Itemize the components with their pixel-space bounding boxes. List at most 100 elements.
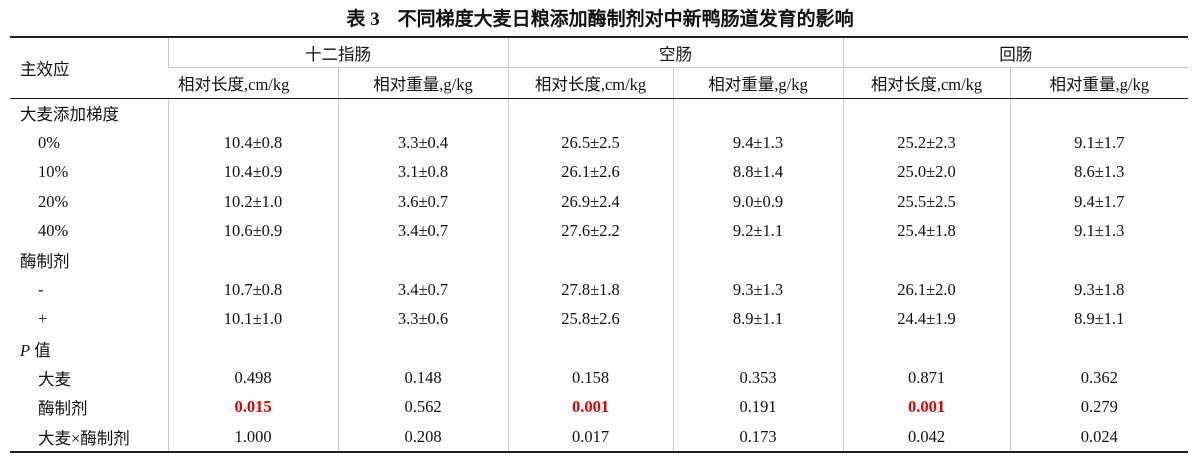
column-header: 相对长度,cm/kg <box>507 67 673 99</box>
data-cell: 3.4±0.7 <box>337 275 508 305</box>
table-body: 大麦添加梯度 0% 10.4±0.8 3.3±0.4 26.5±2.5 9.4±1.3 25… <box>10 98 1188 454</box>
data-cell: 3.6±0.7 <box>337 186 508 217</box>
group-header: 空肠 <box>507 36 843 69</box>
data-cell: 25.4±1.8 <box>842 216 1010 246</box>
data-cell: 10.2±1.0 <box>167 186 338 217</box>
group-header: 十二指肠 <box>167 36 508 69</box>
data-cell: 0.001 <box>842 392 1010 423</box>
data-cell: 0.015 <box>167 392 338 423</box>
column-header: 相对重量,g/kg <box>337 67 508 99</box>
empty-cell <box>167 333 338 364</box>
data-cell: 8.8±1.4 <box>672 157 843 187</box>
data-cell: 0.191 <box>672 392 843 423</box>
empty-cell <box>167 98 338 129</box>
data-row: 大麦×酶制剂 1.000 0.208 0.017 0.173 0.042 0.024 <box>10 422 1188 454</box>
data-cell: 9.3±1.8 <box>1009 275 1188 305</box>
data-cell: 9.2±1.1 <box>672 216 843 246</box>
empty-cell <box>842 98 1010 129</box>
row-label: - <box>38 279 44 299</box>
section-label-italic: P <box>20 340 31 360</box>
data-cell: 25.5±2.5 <box>842 186 1010 217</box>
section-label-text: 大麦添加梯度 <box>20 105 119 125</box>
data-cell: 3.4±0.7 <box>337 216 508 246</box>
table-title: 表 3 不同梯度大麦日粮添加酶制剂对中新鸭肠道发育的影响 <box>0 4 1200 31</box>
data-row: 20% 10.2±1.0 3.6±0.7 26.9±2.4 9.0±0.9 25.5±2.… <box>10 186 1188 217</box>
header-row: 相对长度,cm/kg 相对重量,g/kg 相对长度,cm/kg 相对重量,g/kg 相对… <box>10 67 1188 99</box>
column-header: 相对重量,g/kg <box>672 67 843 99</box>
data-cell: 0.279 <box>1009 392 1188 423</box>
data-cell: 25.8±2.6 <box>507 304 673 334</box>
data-cell: 9.1±1.7 <box>1009 128 1188 158</box>
empty-cell <box>337 333 508 364</box>
data-cell: 1.000 <box>167 422 338 454</box>
row-label: + <box>38 309 48 329</box>
empty-cell <box>672 245 843 276</box>
empty-cell <box>842 245 1010 276</box>
data-cell: 0.362 <box>1009 363 1188 393</box>
data-row: +10.1±1.0 3.3±0.6 25.8±2.6 8.9±1.1 24.4±1.9 8… <box>10 304 1188 334</box>
empty-cell <box>167 245 338 276</box>
row-label: 20% <box>38 191 69 211</box>
row-label: 大麦 <box>38 369 71 389</box>
data-cell: 9.1±1.3 <box>1009 216 1188 246</box>
data-cell: 10.4±0.8 <box>167 128 338 158</box>
data-table: 主效应 十二指肠 空肠 回肠 相对长度,cm/kg 相对重量,g/kg 相对长度,cm/kg… <box>10 35 1188 454</box>
section-label-text: 值 <box>34 340 51 360</box>
section-row: 大麦添加梯度 <box>10 98 1188 129</box>
data-cell: 10.7±0.8 <box>167 275 338 305</box>
corner-header: 主效应 <box>10 35 168 99</box>
row-label: 10% <box>38 162 69 182</box>
empty-cell <box>842 333 1010 364</box>
data-cell: 0.024 <box>1009 422 1188 454</box>
data-cell: 0.208 <box>337 422 508 454</box>
data-cell: 9.4±1.7 <box>1009 186 1188 217</box>
empty-cell <box>672 333 843 364</box>
data-row: 0% 10.4±0.8 3.3±0.4 26.5±2.5 9.4±1.3 25.2±2.3… <box>10 128 1188 158</box>
data-row: - 10.7±0.8 3.4±0.7 27.8±1.8 9.3±1.3 26.1±2.0 9… <box>10 275 1188 305</box>
data-cell: 0.353 <box>672 363 843 393</box>
section-label-text: 酶制剂 <box>20 252 70 272</box>
data-cell: 9.4±1.3 <box>672 128 843 158</box>
data-cell: 25.0±2.0 <box>842 157 1010 187</box>
empty-cell <box>507 98 673 129</box>
empty-cell <box>1009 245 1188 276</box>
section-row: P 值 <box>10 333 1188 364</box>
data-cell: 27.6±2.2 <box>507 216 673 246</box>
empty-cell <box>507 245 673 276</box>
data-cell: 26.1±2.0 <box>842 275 1010 305</box>
data-cell: 0.871 <box>842 363 1010 393</box>
data-cell: 0.042 <box>842 422 1010 454</box>
row-label: 40% <box>38 221 69 241</box>
empty-cell <box>1009 333 1188 364</box>
section-row: 酶制剂 <box>10 245 1188 276</box>
data-row: 酶制剂 0.015 0.562 0.001 0.191 0.001 0.279 <box>10 392 1188 423</box>
empty-cell <box>337 245 508 276</box>
data-row: 40% 10.6±0.9 3.4±0.7 27.6±2.2 9.2±1.1 25.4±1.… <box>10 216 1188 246</box>
data-cell: 26.1±2.6 <box>507 157 673 187</box>
section-label: 酶制剂 <box>10 246 168 275</box>
data-cell: 27.8±1.8 <box>507 275 673 305</box>
data-cell: 26.5±2.5 <box>507 128 673 158</box>
empty-cell <box>1009 98 1188 129</box>
data-cell: 9.3±1.3 <box>672 275 843 305</box>
data-cell: 10.6±0.9 <box>167 216 338 246</box>
data-cell: 24.4±1.9 <box>842 304 1010 334</box>
empty-cell <box>507 333 673 364</box>
data-cell: 10.1±1.0 <box>167 304 338 334</box>
column-header: 相对长度,cm/kg <box>168 67 338 99</box>
column-header: 相对重量,g/kg <box>1009 67 1188 99</box>
data-cell: 26.9±2.4 <box>507 186 673 217</box>
row-label: 酶制剂 <box>38 399 88 419</box>
section-label: 大麦添加梯度 <box>10 98 168 128</box>
column-header: 相对长度,cm/kg <box>842 67 1010 99</box>
data-cell: 0.562 <box>337 392 508 423</box>
data-cell: 25.2±2.3 <box>842 128 1010 158</box>
data-row: 10% 10.4±0.9 3.1±0.8 26.1±2.6 8.8±1.4 25.0±2.… <box>10 157 1188 187</box>
data-cell: 3.3±0.4 <box>337 128 508 158</box>
data-row: 大麦 0.498 0.148 0.158 0.353 0.871 0.362 <box>10 363 1188 393</box>
table-header: 主效应 十二指肠 空肠 回肠 相对长度,cm/kg 相对重量,g/kg 相对长度,cm/kg… <box>10 35 1188 99</box>
data-cell: 10.4±0.9 <box>167 157 338 187</box>
table-number: 表 3 <box>346 9 380 30</box>
data-cell: 8.6±1.3 <box>1009 157 1188 187</box>
section-label: P 值 <box>10 334 168 363</box>
